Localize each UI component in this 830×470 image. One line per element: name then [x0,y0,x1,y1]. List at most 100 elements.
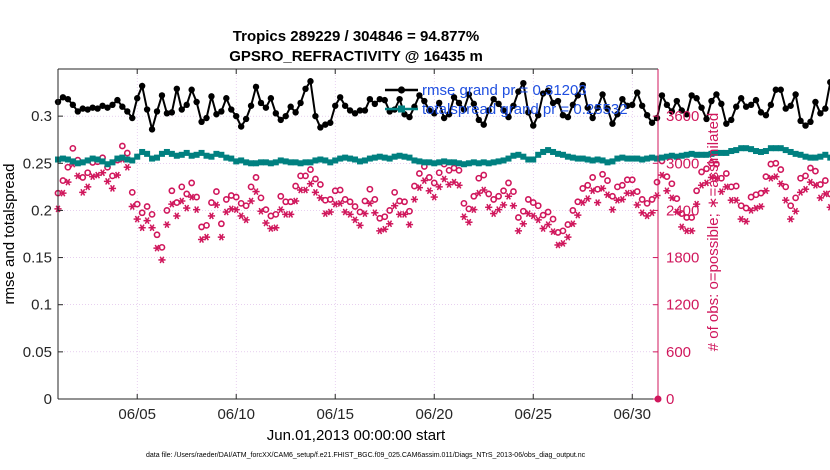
y-right-tick-label: 3000 [666,155,699,172]
obs-assimilated-point [262,219,270,227]
obs-assimilated-point [747,206,755,214]
totalspread-point [505,155,512,162]
obs-assimilated-point [752,204,760,212]
obs-assimilated-point [663,187,671,195]
obs-possible-point [713,160,720,168]
rmse-point [79,105,86,112]
rmse-point [193,98,200,106]
totalspread-point [574,155,581,162]
totalspread-point [129,157,136,164]
obs-assimilated-point [64,178,72,186]
totalspread-point [183,149,190,156]
obs-assimilated-point [202,233,211,241]
rmse-point [401,111,408,118]
obs-possible-point [579,185,587,192]
totalspread-point [772,145,779,152]
obs-assimilated-point [494,206,503,214]
obs-assimilated-point [113,171,122,179]
obs-possible-point [584,181,592,189]
obs-assimilated-point [168,200,176,208]
obs-assimilated-point [128,202,136,211]
rmse-point [792,91,799,98]
rmse-point [346,107,354,114]
totalspread-point [262,159,269,166]
rmse-point [559,112,567,119]
rmse-point [678,107,685,114]
rmse-point [322,121,329,128]
obs-possible-point [802,172,809,180]
obs-possible-point [232,193,240,201]
totalspread-point [361,157,368,164]
rmse-point [614,111,621,118]
rmse-point [737,95,745,102]
obs-assimilated-point [356,221,364,229]
totalspread-point [594,156,601,163]
y-right-axis-ticks: 0 600 1200 1800 2400 3000 3600 [653,108,699,408]
obs-possible-point [163,207,171,214]
rmse-point [455,99,463,107]
rmse-point [163,110,171,117]
rmse-point [663,101,671,109]
obs-possible-point [455,166,463,174]
totalspread-point [584,156,591,163]
totalspread-point [193,151,200,158]
totalspread-point [683,151,690,158]
y-right-tick-label: 0 [666,391,674,408]
obs-possible-point [485,190,493,198]
totalspread-point [337,155,344,162]
rmse-point [198,118,205,126]
rmse-point [470,100,478,108]
totalspread-point [356,158,363,165]
obs-possible-point [79,174,87,181]
obs-possible-point [772,159,780,167]
obs-assimilated-point [792,207,800,215]
obs-assimilated-point [415,184,423,192]
rmse-point [658,92,666,99]
obs-possible-point [816,181,824,188]
rmse-point [188,86,195,93]
totalspread-point [277,157,284,164]
totalspread-point [713,149,720,156]
obs-possible-point [470,192,478,200]
totalspread-point [134,153,141,160]
obs-possible-point [292,182,300,190]
obs-assimilated-point [465,218,473,226]
rmse-point [574,92,582,99]
legend-rmse-marker [397,86,406,94]
obs-assimilated-point [811,181,820,189]
totalspread-point [203,152,210,159]
obs-possible-point [653,178,661,186]
rmse-point [688,92,695,99]
rmse-point [84,106,91,113]
rmse-point [134,95,141,102]
obs-assimilated-point [158,256,166,264]
totalspread-point [748,146,755,153]
rmse-point [327,119,334,126]
obs-possible-point [262,206,270,214]
totalspread-point [342,154,349,161]
rmse-point [747,101,755,109]
totalspread-point [639,156,646,163]
obs-possible-point [307,166,314,173]
totalspread-point [525,156,532,163]
obs-possible-point [663,173,671,181]
obs-assimilated-point [549,228,557,236]
obs-possible-point [213,188,220,195]
totalspread-point [441,158,448,165]
obs-possible-point [138,209,146,217]
totalspread-point [797,151,804,158]
obs-possible-point [495,192,502,200]
obs-assimilated-point [79,188,87,196]
obs-possible-point [287,198,295,206]
rmse-point [361,107,369,114]
obs-possible-point [673,195,681,203]
rmse-point [465,91,473,98]
obs-assimilated-point [524,210,532,218]
obs-possible-point [173,199,181,206]
obs-assimilated-point [470,206,478,214]
obs-assimilated-point [306,180,315,188]
obs-assimilated-point [499,201,508,209]
totalspread-point [802,153,809,160]
obs-assimilated-point [732,196,740,204]
obs-assimilated-point [480,186,488,194]
